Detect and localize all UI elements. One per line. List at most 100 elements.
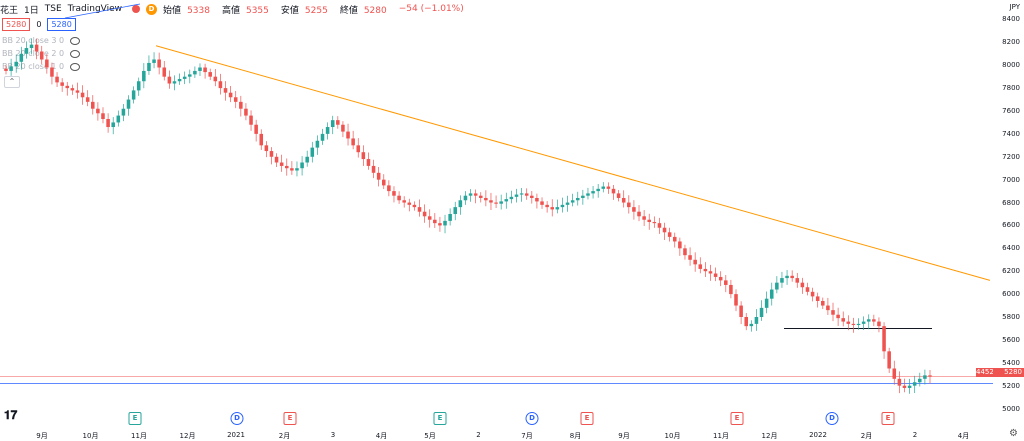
event-marker[interactable]: E: [580, 412, 594, 425]
collapse-legend-button[interactable]: ⌃: [4, 76, 20, 88]
gear-icon[interactable]: ⚙: [1009, 428, 1018, 439]
candle-body: [846, 321, 851, 324]
event-marker[interactable]: D: [825, 412, 839, 425]
candle-body: [126, 99, 131, 109]
x-tick-label: 7月: [521, 432, 533, 440]
x-tick-label: 3: [330, 431, 336, 439]
candle-body: [514, 194, 519, 197]
drawing-line[interactable]: [64, 3, 141, 19]
eye-icon[interactable]: [70, 36, 81, 45]
y-tick-label: 6600: [1002, 221, 1020, 230]
candle-body: [703, 268, 708, 272]
candle-body: [75, 90, 80, 93]
source-label: TradingView: [67, 4, 123, 14]
candle-body: [330, 120, 335, 128]
trendline[interactable]: [155, 45, 991, 281]
candle-body: [785, 275, 789, 279]
candle-body: [489, 200, 493, 203]
x-tick-label: 2: [912, 431, 918, 439]
event-marker[interactable]: E: [433, 412, 447, 425]
candle-body: [320, 133, 325, 141]
candle-body: [34, 44, 39, 52]
candle-body: [402, 200, 406, 203]
x-tick-label: 2月: [860, 432, 873, 440]
candle-body: [371, 165, 376, 173]
candle-body: [162, 67, 167, 77]
candle-body: [678, 241, 682, 249]
candle-body: [407, 202, 412, 205]
candle-body: [60, 82, 64, 86]
sell-price-box[interactable]: 5280: [2, 18, 31, 31]
candle-body: [688, 255, 692, 260]
event-marker[interactable]: E: [283, 412, 297, 425]
candle-body: [504, 199, 509, 202]
candle-body: [249, 115, 253, 125]
indicator-bb-3[interactable]: BB 20 close 3 0: [2, 36, 81, 45]
symbol-name[interactable]: 花王: [0, 5, 19, 16]
candle-body: [39, 51, 44, 60]
candle-body: [550, 207, 555, 210]
other-price-label: 4452: [976, 368, 994, 377]
candle-body: [882, 326, 886, 352]
candle-body: [509, 196, 514, 200]
x-tick-label: 2: [476, 431, 481, 439]
x-tick-label: 4月: [957, 432, 970, 440]
candle-body: [565, 202, 570, 205]
event-marker[interactable]: E: [881, 412, 895, 425]
candle-body: [718, 276, 723, 281]
candle-body: [713, 273, 718, 277]
candle-body: [300, 162, 304, 169]
event-marker[interactable]: E: [128, 412, 142, 425]
candle-body: [902, 385, 907, 388]
candle-body: [387, 185, 391, 192]
candle-body: [632, 207, 636, 212]
y-tick-label: 8200: [1002, 38, 1020, 47]
candle-body: [9, 66, 13, 71]
candle-body: [928, 375, 932, 377]
eye-icon[interactable]: [70, 49, 81, 58]
candle-body: [290, 168, 294, 171]
event-marker[interactable]: E: [730, 412, 744, 425]
candle-body: [433, 219, 437, 224]
y-tick-label: 5200: [1002, 381, 1020, 390]
candle-body: [575, 197, 580, 201]
time-axis[interactable]: 9月 10月 11月 12月 2021 2月 3 4月 5月 2 7月 8月 9月 10月 11月 12月 20…: [0, 428, 993, 440]
x-tick-label: 11月: [131, 432, 147, 440]
buy-price-box[interactable]: 5280: [47, 18, 76, 31]
indicator-bb-2[interactable]: BB 20 close 2 0: [2, 49, 81, 58]
x-tick-label: 11月: [713, 432, 729, 440]
candle-body: [315, 140, 320, 148]
currency-label[interactable]: JPY: [1009, 3, 1020, 11]
candle-body: [392, 191, 396, 196]
y-tick-label: 6800: [1002, 198, 1020, 207]
candle-body: [642, 216, 646, 220]
candle-body: [667, 232, 672, 237]
candle-body: [131, 90, 136, 100]
event-marker[interactable]: D: [230, 412, 244, 425]
y-tick-label: 5800: [1002, 313, 1020, 321]
candle-body: [570, 200, 575, 203]
ohlc-change: −54 (−1.01%): [398, 4, 464, 14]
tradingview-logo[interactable]: 𝟏𝟕: [4, 408, 18, 422]
event-marker[interactable]: D: [525, 412, 539, 425]
interval-label[interactable]: 1日: [24, 5, 39, 16]
ohlc-low: 安値 5255: [280, 5, 328, 16]
eye-icon[interactable]: [70, 62, 81, 71]
candle-body: [662, 227, 667, 233]
y-tick-label: 7400: [1002, 129, 1020, 138]
candle-body: [366, 159, 371, 166]
candle-body: [795, 278, 800, 283]
dividend-badge[interactable]: D: [146, 3, 158, 15]
candle-body: [866, 319, 871, 322]
chart-plot[interactable]: [0, 0, 993, 428]
candle-body: [213, 76, 218, 82]
price-axis[interactable]: JPY 8400 8200 8000 7800 7600 7400 7200 7000 6800…: [993, 0, 1024, 440]
candle-body: [152, 59, 156, 63]
indicator-bb-1[interactable]: BB 20 close 1 0: [2, 62, 81, 71]
candle-body: [356, 145, 361, 153]
y-tick-label: 6200: [1002, 267, 1020, 276]
candle-body: [872, 319, 876, 322]
x-tick-label: 2月: [278, 432, 291, 440]
y-tick-label: 7000: [1002, 175, 1020, 184]
